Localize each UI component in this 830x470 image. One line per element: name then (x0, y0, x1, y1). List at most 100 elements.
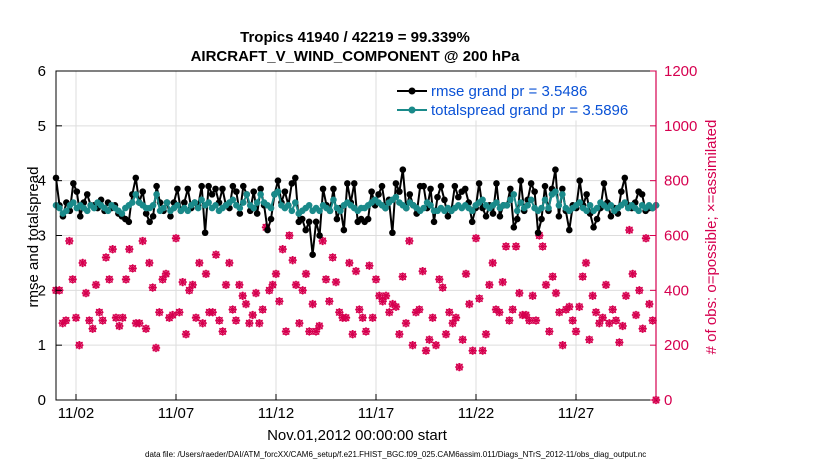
obs-assimilated-marker (218, 327, 227, 336)
totalspread-point (118, 210, 126, 217)
rmse-point (510, 223, 518, 231)
legend: rmse grand pr = 3.5486 totalspread grand… (391, 77, 653, 121)
totalspread-point (285, 202, 292, 209)
rmse-point (305, 218, 313, 226)
totalspread-point (545, 204, 552, 212)
rmse-point (468, 218, 476, 226)
obs-assimilated-marker (85, 316, 94, 325)
obs-assimilated-marker (628, 269, 637, 279)
rmse-point (638, 191, 646, 198)
rmse-point (430, 218, 438, 226)
obs-assimilated-marker (565, 302, 574, 311)
rmse-point (264, 226, 271, 234)
totalspread-point (420, 204, 427, 212)
obs-assimilated-marker (371, 275, 381, 284)
totalspread-point (621, 199, 629, 206)
totalspread-point (576, 199, 583, 206)
rmse-point (208, 191, 216, 198)
obs-assimilated-marker (441, 330, 451, 339)
rmse-point (319, 185, 327, 193)
obs-assimilated-marker (395, 330, 404, 339)
obs-assimilated-marker (428, 313, 437, 322)
totalspread-point (292, 199, 299, 206)
rmse-point (239, 182, 247, 190)
obs-assimilated-marker (298, 286, 307, 295)
rmse-point (250, 188, 257, 195)
obs-assimilated-marker (308, 299, 317, 309)
obs-assimilated-marker (295, 319, 304, 328)
rmse-point (378, 182, 386, 190)
totalspread-point (191, 199, 199, 206)
obs-assimilated-marker (328, 253, 337, 262)
obs-assimilated-marker (108, 245, 117, 254)
totalspread-point (583, 207, 590, 215)
obs-assimilated-marker (481, 330, 491, 339)
totalspread-point (559, 191, 566, 198)
obs-assimilated-marker (245, 319, 254, 328)
obs-assimilated-marker (325, 297, 334, 306)
obs-assimilated-marker (151, 343, 161, 353)
totalspread-point (90, 204, 98, 212)
rmse-point (461, 185, 469, 193)
obs-assimilated-marker (208, 308, 217, 317)
obs-assimilated-marker (478, 346, 487, 355)
obs-assimilated-marker (635, 286, 644, 295)
rmse-point (205, 182, 212, 190)
obs-assimilated-marker (475, 294, 484, 303)
rmse-point (340, 226, 348, 234)
obs-assimilated-marker (558, 341, 567, 350)
rmse-point (132, 174, 140, 182)
obs-assimilated-marker (148, 283, 157, 292)
rmse-point (534, 229, 542, 237)
totalspread-point (517, 199, 525, 206)
obs-assimilated-marker (591, 308, 601, 317)
obs-assimilated-marker (158, 275, 167, 284)
rmse-point (399, 166, 407, 173)
obs-assimilated-marker (515, 288, 524, 298)
obs-assimilated-marker (285, 231, 294, 240)
obs-assimilated-marker (215, 316, 224, 325)
totalspread-point (129, 199, 136, 206)
totalspread-point (316, 207, 323, 215)
obs-assimilated-marker (611, 316, 621, 325)
totalspread-point (503, 202, 511, 209)
rmse-point (350, 180, 358, 187)
obs-assimilated-marker (398, 272, 407, 281)
totalspread-point (552, 188, 559, 195)
totalspread-point (527, 196, 535, 204)
rmse-point (198, 182, 205, 190)
obs-assimilated-marker (281, 327, 291, 336)
obs-assimilated-marker (271, 269, 281, 279)
totalspread-point (83, 207, 91, 215)
rmse-point (555, 213, 563, 220)
x-tick-label: 11/02 (58, 405, 94, 422)
obs-assimilated-marker (121, 275, 131, 284)
obs-assimilated-marker (615, 338, 624, 347)
obs-assimilated-marker (355, 305, 364, 314)
obs-assimilated-marker (641, 234, 651, 243)
rmse-point (389, 229, 396, 237)
rmse-point (527, 180, 535, 187)
obs-assimilated-marker (141, 324, 151, 333)
obs-assimilated-marker (425, 335, 434, 344)
x-tick-label: 11/22 (458, 405, 494, 422)
totalspread-point (132, 191, 140, 198)
obs-assimilated-marker (365, 261, 374, 270)
obs-assimilated-marker (305, 327, 314, 336)
rmse-point (274, 177, 282, 184)
y-right-tick-label: 1000 (664, 118, 697, 135)
obs-assimilated-marker (631, 310, 641, 320)
obs-assimilated-marker (405, 236, 414, 246)
rmse-point (420, 182, 427, 190)
rmse-point (538, 215, 545, 223)
obs-assimilated-marker (401, 319, 411, 328)
y-axis-left-label: rmse and totalspread (25, 167, 42, 308)
rmse-point (482, 213, 490, 220)
totalspread-point (194, 204, 202, 212)
legend-rmse-label: rmse grand pr = 3.5486 (431, 83, 587, 100)
legend-spread-marker (408, 106, 416, 114)
rmse-point (219, 185, 226, 193)
obs-assimilated-marker (118, 313, 127, 322)
y-left-tick-label: 1 (38, 337, 46, 354)
